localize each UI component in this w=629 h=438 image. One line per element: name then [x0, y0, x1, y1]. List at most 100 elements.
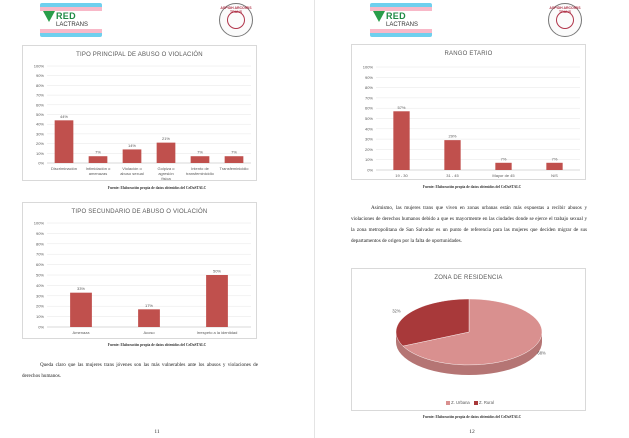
chart-source: Fuente: Elaboración propia de datos obte… [422, 185, 522, 189]
y-tick-label: 70% [36, 252, 44, 257]
bar [206, 275, 228, 327]
bar [444, 140, 461, 170]
y-tick-label: 50% [36, 112, 44, 117]
data-label: 57% [397, 105, 405, 110]
triangle-icon [43, 11, 55, 22]
x-tick-label: Intimidación o [86, 166, 111, 171]
bar-chart-svg: 0% 10% 20% 30% 40% 50% 60% 70% 80% 90% 100% 57% 19 -… [363, 65, 580, 178]
y-tick-label: 100% [34, 64, 45, 69]
data-label: 7% [95, 150, 101, 155]
chart-title: RANGO ETARIO [444, 51, 493, 57]
y-tick-label: 40% [36, 122, 44, 127]
y-tick-label: 20% [365, 147, 373, 152]
body-paragraph: Queda claro que las mujeres trans jóvene… [22, 362, 258, 379]
page-right: RED LACTRANS ASPIDH ARCOIRIS TRANS RANGO… [315, 0, 629, 438]
chart-rango-etario: RANGO ETARIO 0% 10% 20% 30% 40% 50% 60% 70% 80% 9… [351, 44, 586, 180]
data-label: 68% [537, 350, 546, 355]
y-tick-label: 10% [36, 151, 44, 156]
bar [546, 162, 563, 170]
data-label: 29% [448, 134, 456, 139]
x-tick-label: amenazas [89, 171, 107, 176]
bar [190, 156, 210, 163]
data-label: 21% [162, 136, 170, 141]
data-label: 33% [77, 286, 85, 291]
y-tick-label: 40% [365, 126, 373, 131]
bar-chart-svg: 0% 10% 20% 30% 40% 50% 60% 70% 80% 90% 100% 44% Disc… [34, 64, 251, 181]
chart-title: TIPO PRINCIPAL DE ABUSO O VIOLACIÓN [76, 52, 203, 58]
aspidh-seal: ASPIDH ARCOIRIS TRANS [548, 3, 582, 37]
y-tick-label: 0% [38, 161, 44, 166]
y-tick-label: 10% [36, 314, 44, 319]
data-label: 14% [128, 143, 136, 148]
y-tick-label: 100% [34, 221, 45, 226]
redlactrans-logo: RED LACTRANS [40, 3, 102, 37]
y-tick-label: 30% [365, 137, 373, 142]
bar [156, 142, 176, 163]
triangle-icon [373, 11, 385, 22]
data-label: 32% [392, 309, 401, 314]
data-label: 50% [213, 269, 221, 274]
bar [224, 156, 244, 163]
x-tick-label: Mayor de 45 [492, 173, 515, 178]
x-tick-label: N/S [551, 173, 558, 178]
page-number: 11 [154, 429, 160, 435]
x-tick-label: Violación o [122, 166, 142, 171]
data-label: 7% [231, 150, 237, 155]
data-label: 7% [501, 156, 507, 161]
y-tick-label: 40% [36, 283, 44, 288]
x-tick-label: agresión [158, 171, 173, 176]
bar [393, 111, 410, 170]
aspidh-seal: ASPIDH ARCOIRIS TRANS [219, 3, 253, 37]
chart-secundario-abuso: TIPO SECUNDARIO DE ABUSO O VIOLACIÓN 0% 1… [22, 202, 257, 339]
y-tick-label: 90% [365, 75, 373, 80]
bar [54, 120, 74, 163]
pie-slice [402, 298, 543, 366]
y-tick-label: 90% [36, 231, 44, 236]
chart-source: Fuente: Elaboración propia de datos obte… [422, 415, 522, 419]
seal-emblem-icon [556, 11, 574, 29]
x-tick-label: Amenaza [73, 330, 91, 335]
chart-principal-abuso: TIPO PRINCIPAL DE ABUSO O VIOLACIÓN 0% 10… [22, 45, 257, 181]
data-label: 7% [197, 150, 203, 155]
y-tick-label: 50% [36, 273, 44, 278]
y-tick-label: 10% [365, 157, 373, 162]
legend-swatch-urbana [446, 400, 451, 405]
x-tick-label: 31 - 45 [446, 173, 459, 178]
bar [122, 149, 142, 163]
seal-emblem-icon [227, 11, 245, 29]
legend-swatch-rural [473, 400, 478, 405]
y-tick-label: 30% [36, 131, 44, 136]
y-tick-label: 90% [36, 73, 44, 78]
legend-label-urbana: Z. Urbana [451, 400, 470, 405]
y-tick-label: 100% [363, 65, 374, 70]
chart-source: Fuente: Elaboración propia de datos obte… [107, 343, 207, 347]
bar [495, 162, 512, 170]
x-tick-label: Golpiza o [158, 166, 176, 171]
logo-sub: LACTRANS [386, 22, 419, 28]
pie-side [396, 332, 542, 375]
data-label: 7% [552, 156, 558, 161]
x-tick-label: Irrespeto a la identidad [197, 330, 238, 335]
x-tick-label: física [161, 176, 171, 181]
bar [138, 309, 160, 327]
chart-source: Fuente: Elaboración propia de datos obte… [107, 186, 207, 190]
x-tick-label: Discriminación [51, 166, 77, 171]
page-number: 12 [469, 429, 475, 435]
x-tick-label: Acoso [143, 330, 155, 335]
data-label: 17% [145, 303, 153, 308]
x-tick-label: Transfeminicidio [220, 166, 250, 171]
y-tick-label: 80% [36, 83, 44, 88]
y-tick-label: 70% [365, 95, 373, 100]
chart-zona-residencia: ZONA DE RESIDENCIA 68% 32% Z. Urbana Z. R… [351, 268, 586, 411]
logo-sub: LACTRANS [56, 22, 89, 28]
y-tick-label: 20% [36, 304, 44, 309]
pie-slice [395, 298, 470, 347]
y-tick-label: 50% [365, 116, 373, 121]
logo-name: RED [56, 11, 76, 21]
x-tick-label: Intento de [191, 166, 210, 171]
x-tick-label: abuso sexual [120, 171, 144, 176]
redlactrans-logo: RED LACTRANS [370, 3, 432, 37]
y-tick-label: 20% [36, 141, 44, 146]
x-tick-label: 19 - 30 [395, 173, 408, 178]
chart-title: TIPO SECUNDARIO DE ABUSO O VIOLACIÓN [71, 209, 208, 215]
